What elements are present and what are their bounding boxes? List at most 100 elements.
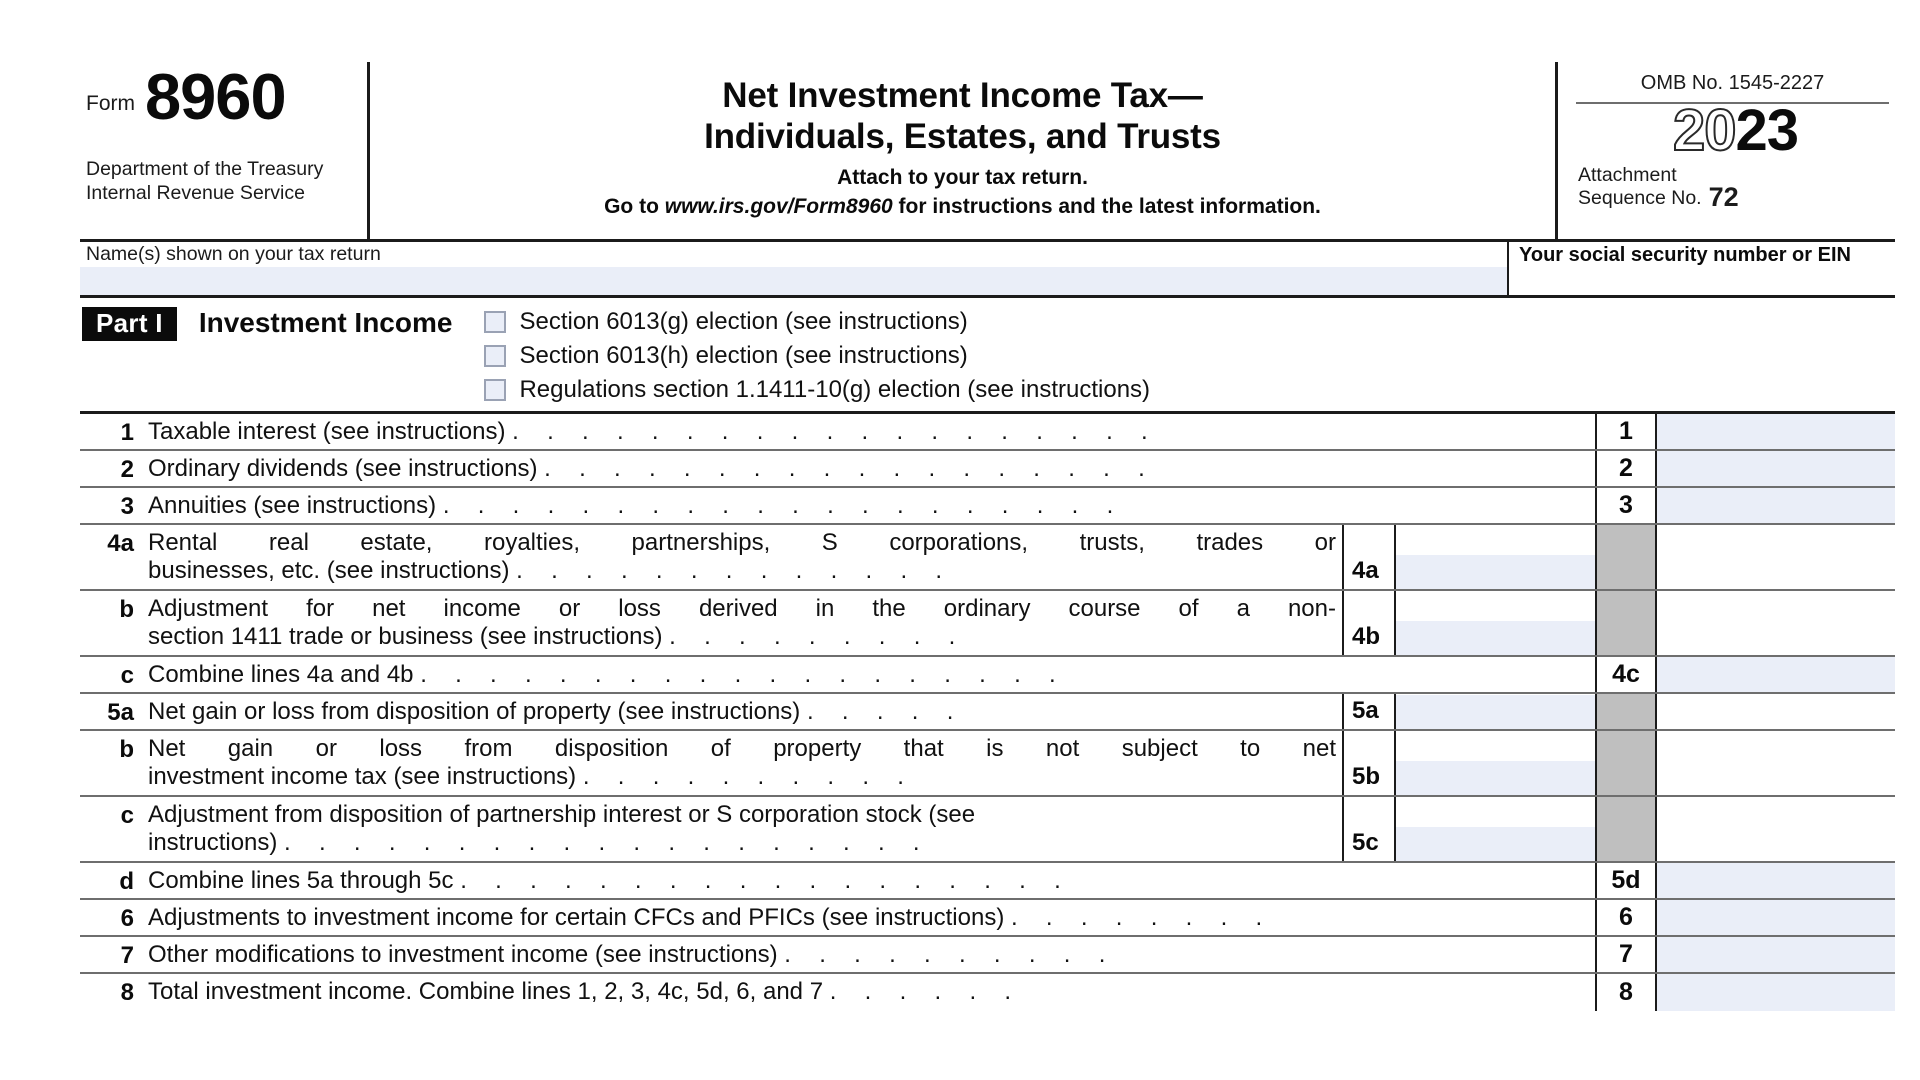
- gray-block-cell: [1595, 525, 1657, 589]
- election-row-reg-1411-10g[interactable]: Regulations section 1.1411-10(g) electio…: [484, 376, 1150, 404]
- amount-field-4c[interactable]: [1657, 657, 1895, 692]
- leader-dots-4b: . . . . . . . . .: [669, 623, 967, 650]
- attachment-label-line-1: Attachment: [1578, 164, 1677, 186]
- line-box-number-6: 6: [1595, 900, 1657, 935]
- leader-dots-3: . . . . . . . . . . . . . . . . . . . .: [442, 492, 1125, 519]
- line-text-5d: Combine lines 5a through 5c: [148, 867, 454, 894]
- spacer-cell: [1342, 414, 1595, 449]
- sub-amount-field-4a[interactable]: [1396, 525, 1595, 589]
- gray-block-cell: [1595, 731, 1657, 795]
- form-header: Form 8960 Department of the Treasury Int…: [80, 62, 1895, 242]
- table-row: d Combine lines 5a through 5c . . . . . …: [80, 863, 1895, 900]
- sub-amount-cell-5a[interactable]: 5a: [1342, 694, 1595, 729]
- goto-prefix: Go to: [604, 195, 665, 219]
- sub-amount-field-5c[interactable]: [1396, 797, 1595, 861]
- spacer-cell: [1342, 657, 1595, 692]
- line-number-8: 8: [120, 979, 134, 1006]
- sub-amount-cell-5c[interactable]: 5c: [1342, 797, 1595, 861]
- line-text-3: Annuities (see instructions): [148, 492, 437, 519]
- spacer-cell: [1342, 937, 1595, 972]
- line-box-number-4c: 4c: [1595, 657, 1657, 692]
- line-text-8: Total investment income. Combine lines 1…: [148, 978, 824, 1005]
- checkbox-icon-reg-1411-10g[interactable]: [484, 379, 507, 401]
- leader-dots-6: . . . . . . . .: [1010, 904, 1274, 931]
- leader-dots-2: . . . . . . . . . . . . . . . . . .: [544, 455, 1156, 482]
- sub-amount-field-4b[interactable]: [1396, 591, 1595, 655]
- name-and-ssn-row: Name(s) shown on your tax return Your so…: [80, 242, 1895, 298]
- election-row-6013h[interactable]: Section 6013(h) election (see instructio…: [484, 342, 1150, 370]
- form-number: 8960: [145, 60, 287, 133]
- leader-dots-1: . . . . . . . . . . . . . . . . . . .: [512, 418, 1159, 445]
- attachment-sequence-number: 72: [1708, 181, 1739, 212]
- sub-box-number-5b: 5b: [1344, 731, 1396, 795]
- table-row: b Net gain or loss from disposition of p…: [80, 731, 1895, 797]
- election-label-6013g: Section 6013(g) election (see instructio…: [519, 308, 968, 335]
- tax-year-digits: 23: [1735, 98, 1800, 163]
- spacer-cell: [1342, 900, 1595, 935]
- leader-dots-5b: . . . . . . . . . .: [582, 763, 915, 790]
- form-identity-block: Form 8960 Department of the Treasury Int…: [80, 62, 370, 239]
- line-text-5b-line2: investment income tax (see instructions): [148, 763, 577, 790]
- amount-blank-cell: [1657, 797, 1895, 861]
- amount-field-5d[interactable]: [1657, 863, 1895, 898]
- leader-dots-8: . . . . . .: [829, 978, 1022, 1005]
- sub-amount-field-5b[interactable]: [1396, 731, 1595, 795]
- form-8960-sheet: Form 8960 Department of the Treasury Int…: [80, 62, 1895, 1011]
- leader-dots-5c: . . . . . . . . . . . . . . . . . . .: [284, 829, 931, 856]
- amount-field-1[interactable]: [1657, 414, 1895, 449]
- line-box-number-8: 8: [1595, 974, 1657, 1011]
- line-text-5a: Net gain or loss from disposition of pro…: [148, 698, 801, 725]
- amount-field-3[interactable]: [1657, 488, 1895, 523]
- line-text-5c-line1: Adjustment from disposition of partnersh…: [148, 801, 976, 828]
- line-text-7: Other modifications to investment income…: [148, 941, 778, 968]
- sub-amount-cell-4a[interactable]: 4a: [1342, 525, 1595, 589]
- department-line-1: Department of the Treasury: [86, 157, 324, 180]
- goto-url[interactable]: www.irs.gov/Form8960: [664, 195, 893, 219]
- name-field-cell[interactable]: Name(s) shown on your tax return: [80, 242, 1509, 295]
- table-row: 2 Ordinary dividends (see instructions) …: [80, 451, 1895, 488]
- line-text-2: Ordinary dividends (see instructions): [148, 455, 538, 482]
- line-box-number-3: 3: [1595, 488, 1657, 523]
- ssn-field-cell[interactable]: Your social security number or EIN: [1509, 242, 1895, 295]
- amount-field-2[interactable]: [1657, 451, 1895, 486]
- election-row-6013g[interactable]: Section 6013(g) election (see instructio…: [484, 308, 1150, 336]
- line-number-2: 2: [120, 456, 134, 483]
- sub-box-number-5a: 5a: [1344, 694, 1396, 729]
- leader-dots-7: . . . . . . . . . .: [784, 941, 1117, 968]
- line-text-4c: Combine lines 4a and 4b: [148, 661, 414, 688]
- name-field-label: Name(s) shown on your tax return: [86, 243, 389, 266]
- line-text-5c-line2: instructions): [148, 829, 278, 856]
- line-number-3: 3: [120, 493, 134, 520]
- line-text-5b-line1: Net gain or loss from disposition of pro…: [148, 735, 1336, 762]
- amount-blank-cell: [1657, 694, 1895, 729]
- amount-field-7[interactable]: [1657, 937, 1895, 972]
- sub-box-number-4b: 4b: [1344, 591, 1396, 655]
- election-label-6013h: Section 6013(h) election (see instructio…: [519, 342, 968, 369]
- sub-amount-cell-4b[interactable]: 4b: [1342, 591, 1595, 655]
- goto-suffix: for instructions and the latest informat…: [892, 195, 1321, 219]
- line-number-5b: b: [119, 736, 134, 763]
- form-title-block: Net Investment Income Tax— Individuals, …: [370, 62, 1555, 239]
- table-row: 3 Annuities (see instructions) . . . . .…: [80, 488, 1895, 525]
- leader-dots-5a: . . . . .: [806, 698, 965, 725]
- sub-amount-cell-5b[interactable]: 5b: [1342, 731, 1595, 795]
- attachment-label-line-2: Sequence No.: [1578, 187, 1702, 210]
- tax-year-century: 20: [1672, 98, 1737, 163]
- checkbox-icon-6013g[interactable]: [484, 311, 507, 333]
- line-number-4c: c: [120, 662, 134, 689]
- line-items-table: 1 Taxable interest (see instructions) . …: [80, 414, 1895, 1011]
- line-text-4b-line2: section 1411 trade or business (see inst…: [148, 623, 663, 650]
- checkbox-icon-6013h[interactable]: [484, 345, 507, 367]
- gray-block-cell: [1595, 694, 1657, 729]
- form-title-line-2: Individuals, Estates, and Trusts: [704, 116, 1221, 156]
- amount-field-8[interactable]: [1657, 974, 1895, 1011]
- amount-field-6[interactable]: [1657, 900, 1895, 935]
- sub-amount-field-5a[interactable]: [1396, 694, 1595, 729]
- line-description-5c: Adjustment from disposition of partnersh…: [148, 797, 1342, 861]
- spacer-cell: [1342, 974, 1595, 1011]
- line-number-5c: c: [120, 802, 134, 829]
- gray-block-cell: [1595, 591, 1657, 655]
- line-text-6: Adjustments to investment income for cer…: [148, 904, 1005, 931]
- gray-block-cell: [1595, 797, 1657, 861]
- part-1-badge: Part I: [82, 307, 177, 341]
